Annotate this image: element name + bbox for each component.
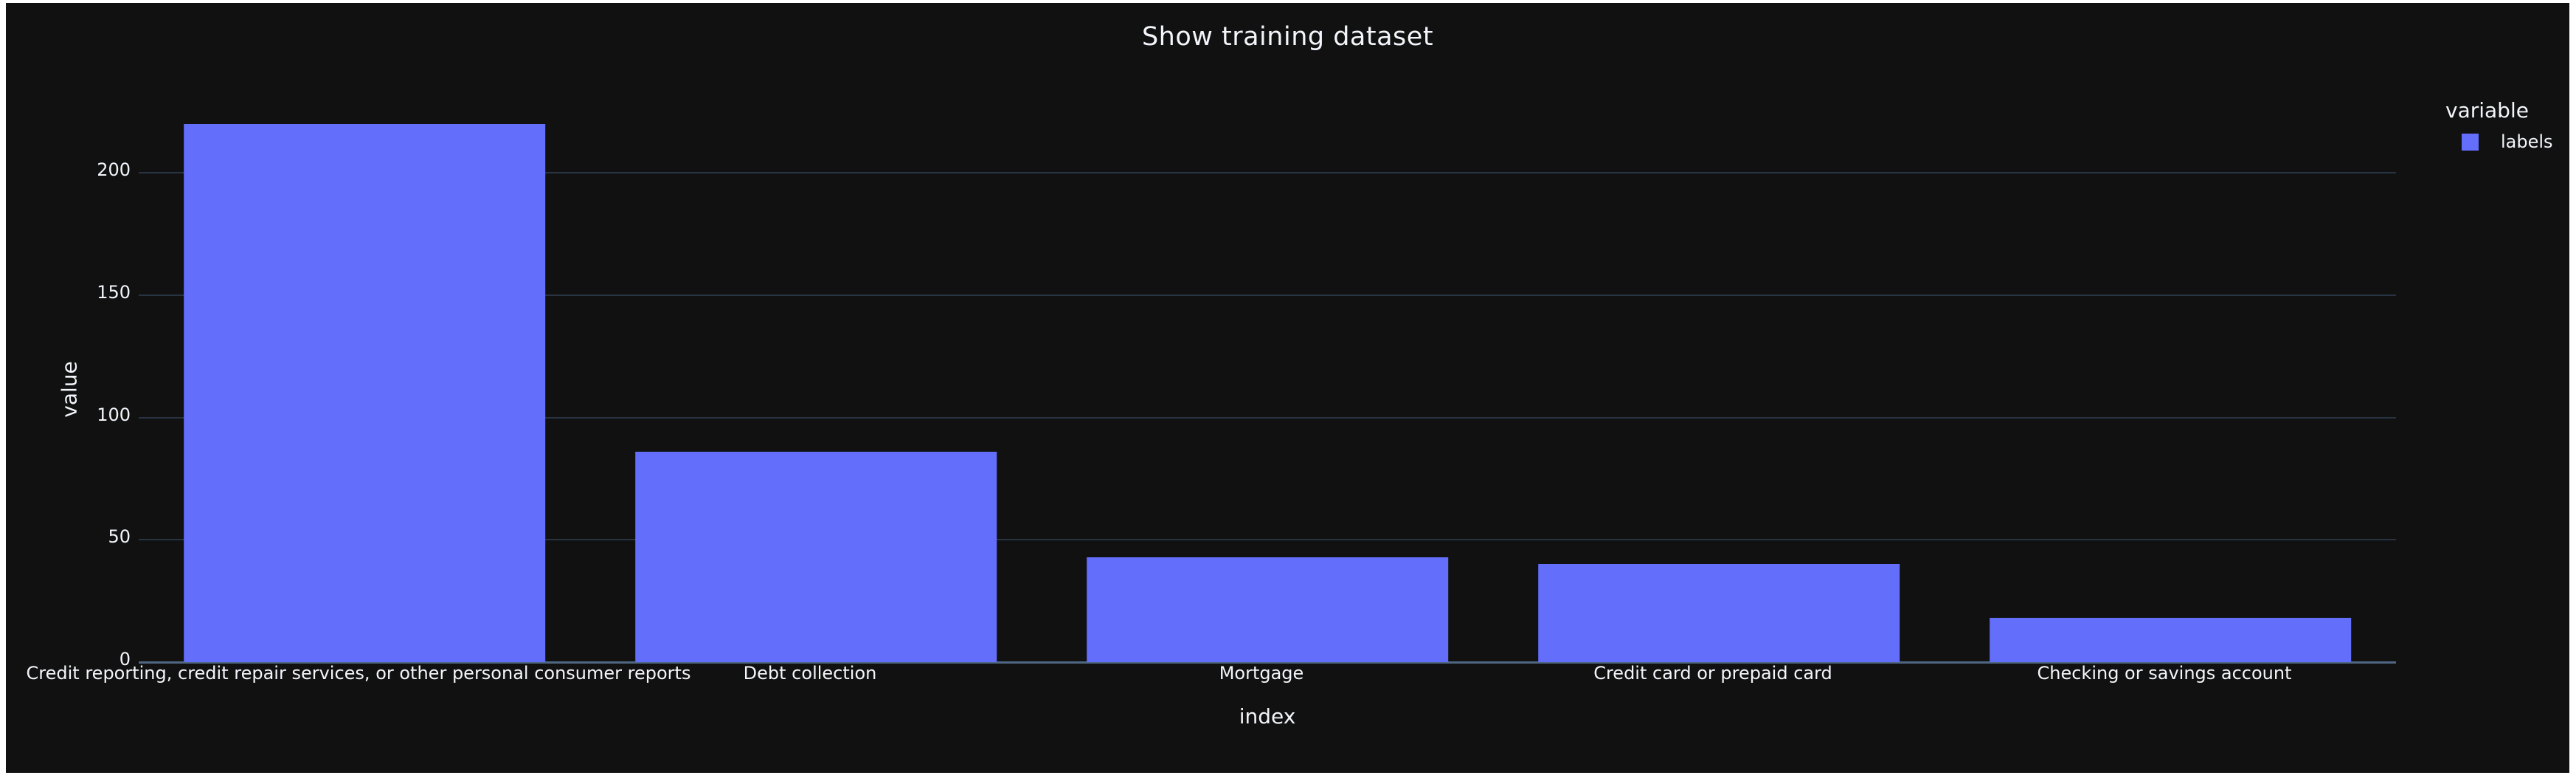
gridline-y-150 (139, 295, 2396, 297)
bar-3[interactable] (1087, 557, 1448, 662)
x-axis-title: index (1239, 704, 1296, 729)
legend: variable labels (2445, 98, 2553, 153)
x-tick-label: Credit reporting, credit repair services… (26, 663, 691, 684)
bar-2[interactable] (635, 452, 997, 662)
legend-title: variable (2445, 98, 2529, 123)
bar-5[interactable] (1990, 618, 2351, 662)
x-axis-zero-line (139, 661, 2396, 664)
legend-swatch-icon (2462, 133, 2479, 151)
y-tick-label: 200 (97, 159, 131, 181)
x-tick-label: Credit card or prepaid card (1593, 663, 1832, 684)
y-tick-label: 100 (97, 404, 131, 425)
x-tick-label: Checking or savings account (2037, 663, 2292, 684)
bar-1[interactable] (184, 124, 545, 662)
x-tick-label: Debt collection (743, 663, 877, 684)
y-tick-label: 50 (108, 526, 131, 548)
bar-4[interactable] (1538, 564, 1900, 662)
chart-canvas: Show training dataset value index variab… (6, 3, 2569, 773)
gridline-y-50 (139, 539, 2396, 541)
plot-area (139, 92, 2396, 664)
gridline-y-100 (139, 416, 2396, 419)
y-tick-label: 150 (97, 282, 131, 303)
x-tick-label: Mortgage (1219, 663, 1304, 684)
legend-item-labels[interactable]: labels (2445, 131, 2553, 152)
chart-title: Show training dataset (1141, 22, 1434, 52)
y-tick-label: 0 (119, 649, 131, 669)
gridline-y-200 (139, 172, 2396, 174)
legend-item-label: labels (2501, 131, 2553, 152)
